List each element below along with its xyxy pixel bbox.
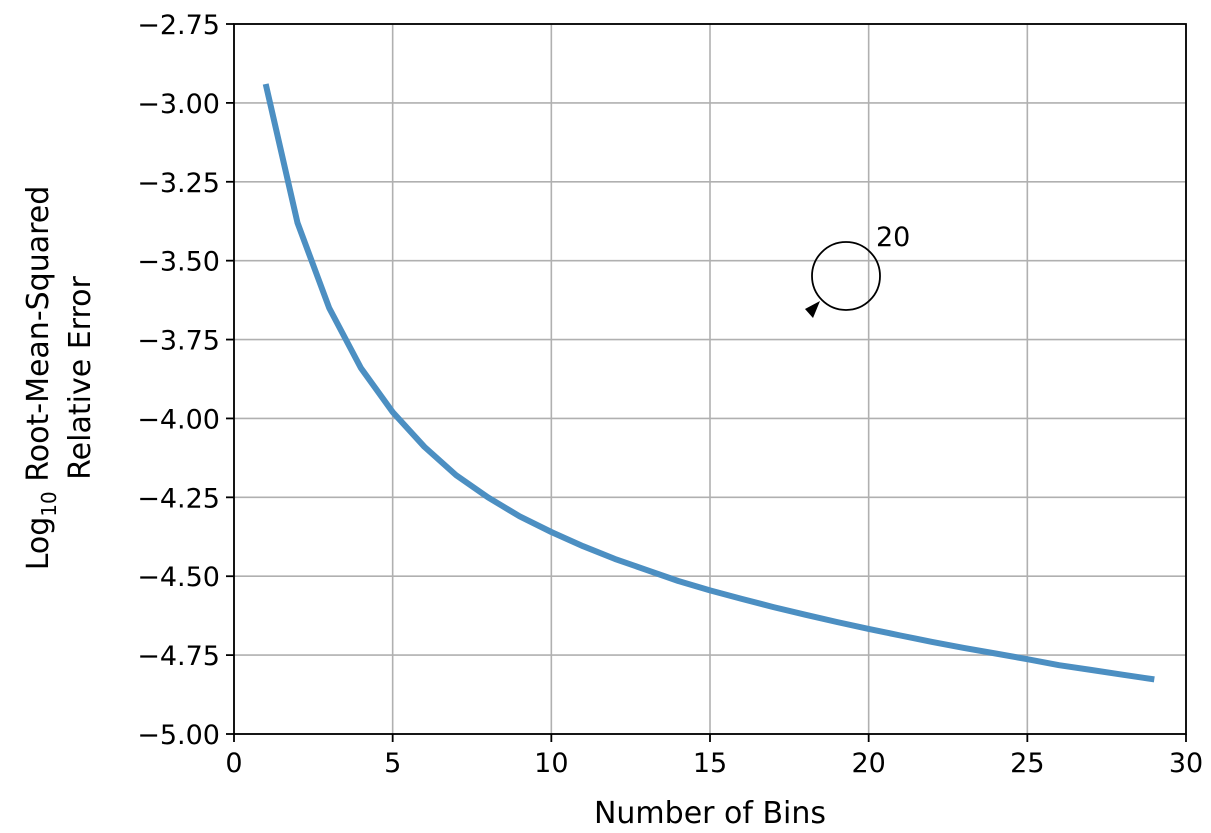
y-tick-label: −5.00 [137, 720, 220, 751]
y-tick-label: −3.50 [137, 247, 220, 278]
circular-arrow-icon [811, 241, 881, 311]
annotation: 20 [805, 222, 910, 318]
series-layer [262, 83, 1155, 683]
grid [233, 23, 1187, 735]
y-tick-label: −3.75 [137, 326, 220, 357]
arrowhead-icon [805, 301, 820, 318]
y-tick-label: −2.75 [137, 10, 220, 41]
x-axis-label: Number of Bins [594, 796, 826, 831]
x-tick-label: 5 [384, 748, 401, 779]
y-tick-label: −4.25 [137, 483, 220, 514]
x-tick-label: 30 [1169, 748, 1203, 779]
ticks: 0 5 10 15 20 25 30 −2.75 −3.00 −3.25 −3.50 −3.75 −4.… [137, 10, 1203, 779]
y-axis-label: Log10 Root-Mean-Squared Relative Error [21, 186, 98, 571]
x-tick-label: 0 [225, 748, 242, 779]
x-tick-label: 15 [693, 748, 727, 779]
y-tick-label: −4.75 [137, 641, 220, 672]
y-axis-label-line2: Relative Error [63, 276, 98, 480]
x-tick-label: 10 [534, 748, 568, 779]
y-tick-label: −3.25 [137, 168, 220, 199]
x-tick-label: 20 [851, 748, 885, 779]
x-tick-label: 25 [1010, 748, 1044, 779]
y-tick-label: −4.50 [137, 562, 220, 593]
y-tick-label: −3.00 [137, 89, 220, 120]
series-line [262, 83, 1155, 683]
y-axis-label-line1: Log10 Root-Mean-Squared [21, 186, 61, 571]
y-tick-label: −4.00 [137, 404, 220, 435]
annotation-label: 20 [876, 222, 910, 253]
